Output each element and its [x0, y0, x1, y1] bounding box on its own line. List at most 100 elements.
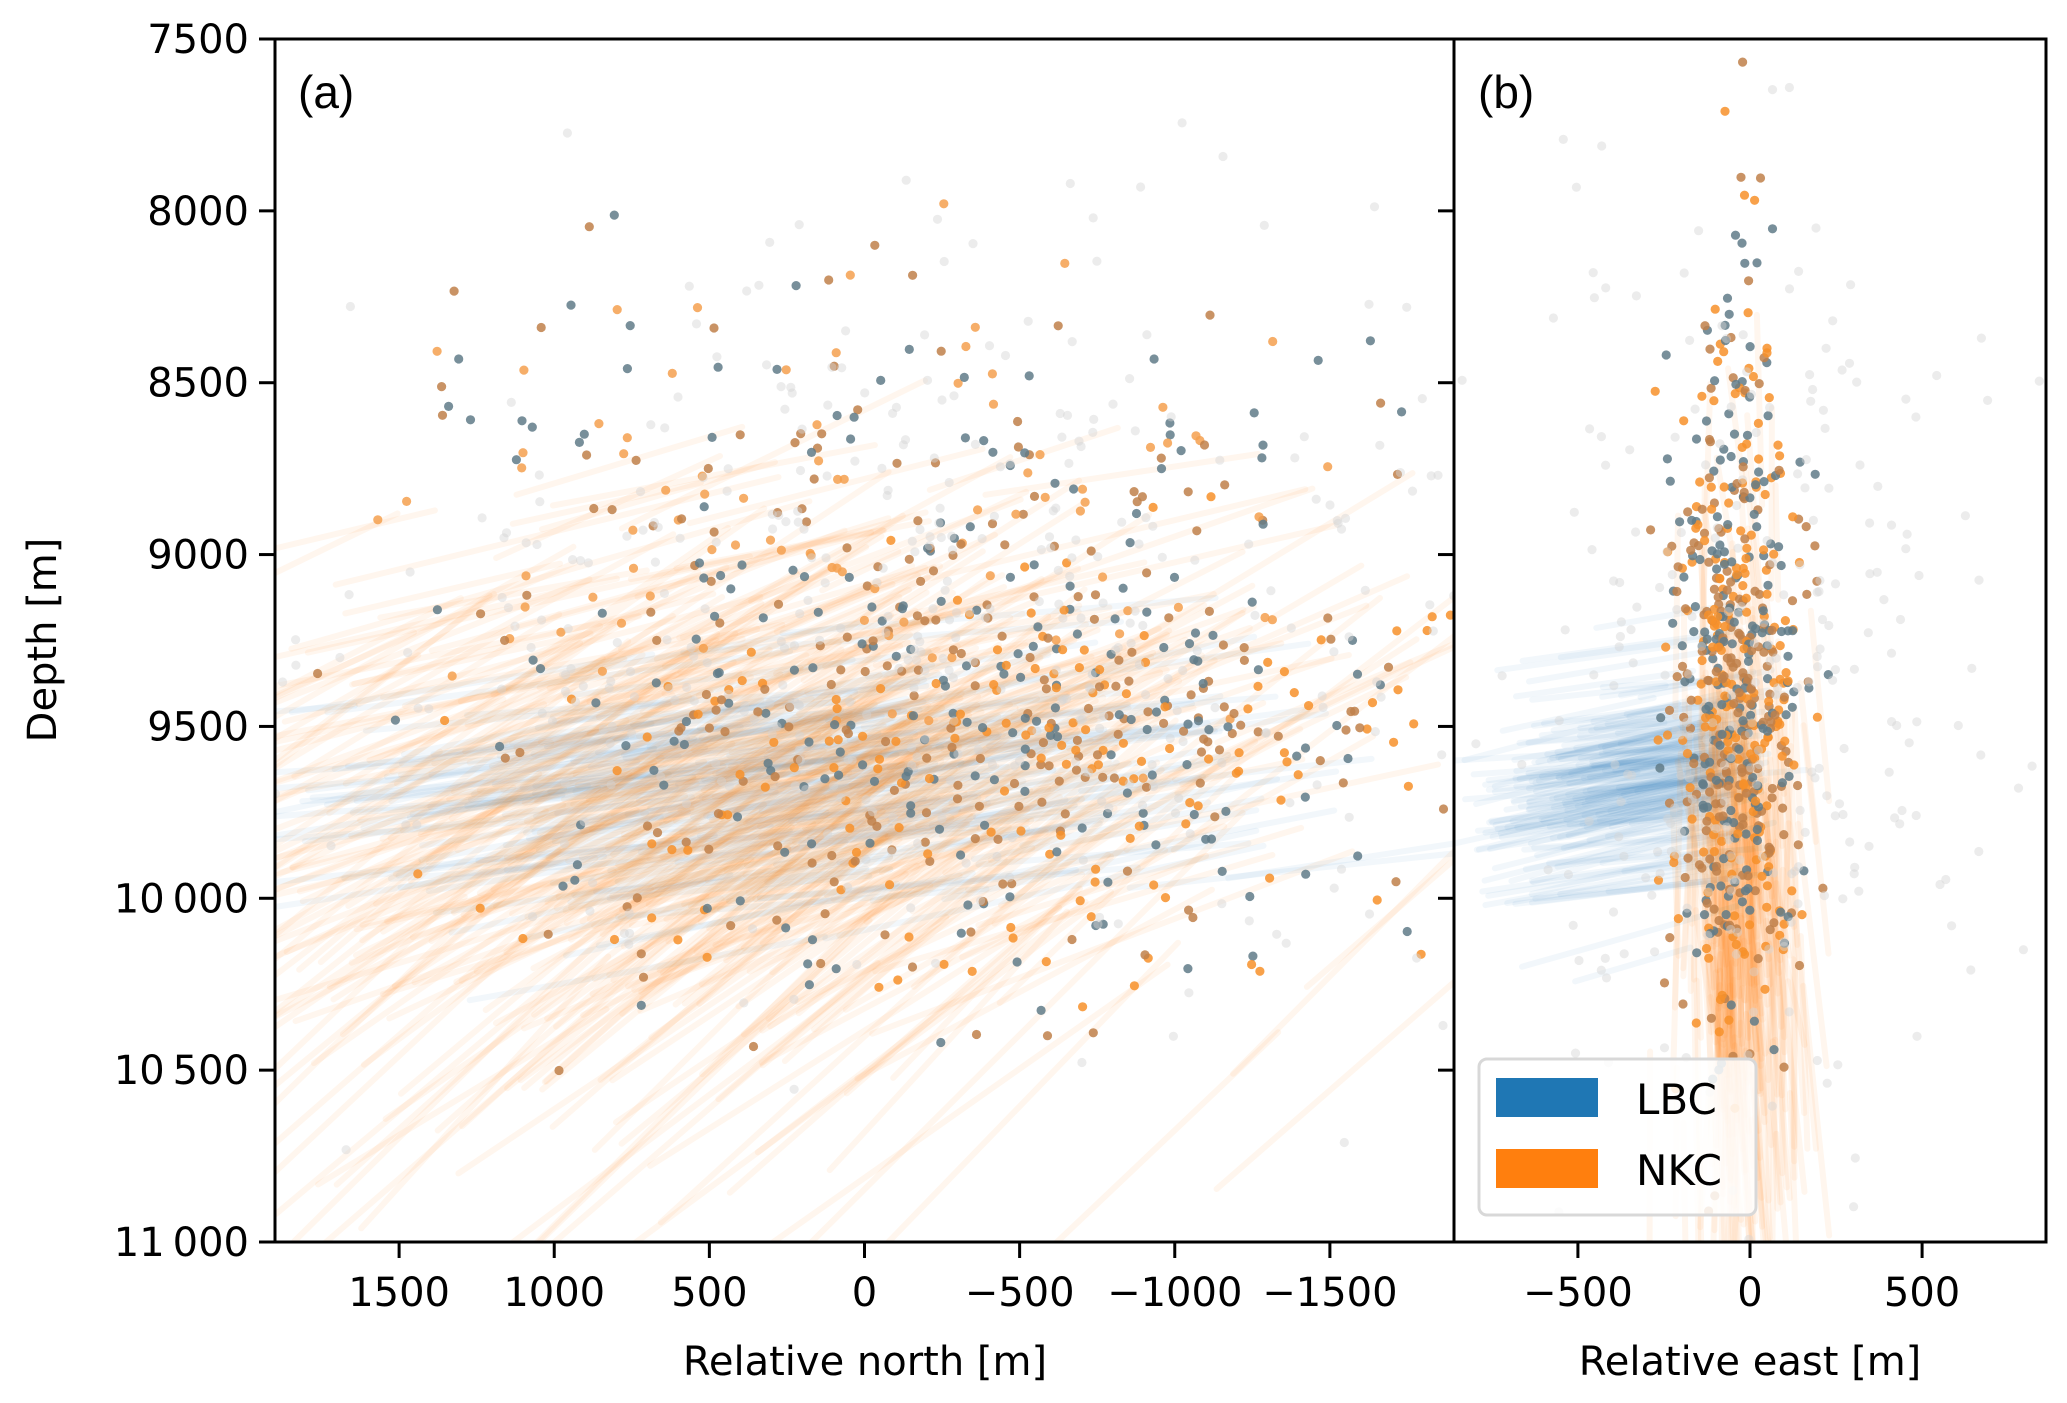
event-point [1383, 662, 1394, 672]
event-point [1195, 778, 1205, 788]
event-point [1664, 705, 1675, 716]
event-point [1762, 902, 1772, 912]
event-point [1121, 689, 1131, 699]
event-point [720, 727, 730, 737]
unassigned-event-point [772, 722, 782, 732]
event-point [730, 540, 741, 550]
event-point [1149, 354, 1159, 364]
trajectory-line-lbc [275, 744, 709, 776]
event-point [1705, 437, 1715, 447]
trajectory-line-nkc [431, 613, 676, 767]
trajectory-line-nkc [1721, 822, 1733, 1078]
event-point [1713, 592, 1723, 602]
event-point [820, 909, 830, 919]
unassigned-event-point [815, 635, 825, 645]
event-point [799, 782, 809, 792]
trajectory-line-lbc [1002, 775, 1281, 841]
unassigned-event-point [1290, 453, 1300, 463]
trajectory-line-nkc [289, 771, 633, 871]
trajectory-line-nkc [610, 804, 810, 983]
event-point [799, 572, 810, 582]
trajectory-line-nkc [965, 823, 1228, 893]
trajectory-line-lbc [466, 933, 828, 1004]
unassigned-event-point [1726, 690, 1737, 700]
trajectory-line-lbc [400, 695, 695, 758]
trajectory-line-nkc [1772, 770, 1788, 1041]
event-point [1148, 502, 1158, 512]
legend-label-nkc: NKC [1636, 1146, 1722, 1195]
unassigned-event-point [1735, 855, 1745, 865]
trajectory-line-nkc [728, 644, 1127, 756]
event-point [809, 474, 819, 484]
trajectory-line-lbc [844, 693, 1279, 734]
trajectory-line-lbc [696, 689, 1127, 732]
event-point [1720, 621, 1730, 632]
trajectory-line-nkc [878, 559, 1148, 624]
unassigned-event-point [646, 420, 656, 430]
unassigned-event-point [987, 760, 998, 770]
event-point [1769, 549, 1779, 559]
trajectory-line-nkc [1717, 739, 1752, 1041]
trajectory-line-lbc [1581, 777, 1700, 807]
unassigned-event-point [566, 664, 576, 674]
event-point [1812, 712, 1822, 722]
unassigned-event-point [681, 799, 692, 809]
event-point [739, 493, 749, 503]
trajectory-line-lbc [567, 853, 894, 906]
event-point [1668, 618, 1678, 628]
unassigned-event-point [765, 698, 775, 709]
unassigned-event-point [794, 700, 804, 710]
event-point [1247, 959, 1257, 970]
trajectory-line-nkc [289, 655, 606, 871]
trajectory-line-lbc [733, 759, 1120, 816]
unassigned-event-point [1807, 767, 1817, 777]
event-point [1045, 849, 1055, 859]
unassigned-event-point [1266, 586, 1276, 596]
event-point [939, 199, 949, 209]
unassigned-event-point [2018, 945, 2028, 955]
trajectory-line-lbc [1526, 769, 1739, 812]
unassigned-event-point [2027, 761, 2037, 771]
event-point [1118, 583, 1128, 593]
trajectory-line-nkc [1763, 917, 1790, 1191]
trajectory-line-lbc [1560, 744, 1687, 781]
event-point [1725, 884, 1735, 895]
trajectory-line-nkc [275, 637, 720, 855]
event-point [710, 611, 720, 621]
unassigned-event-point [907, 536, 917, 546]
trajectory-line-nkc [1734, 834, 1764, 1097]
unassigned-event-point [823, 829, 833, 839]
unassigned-event-point [1034, 596, 1044, 607]
unassigned-event-point [1749, 967, 1759, 977]
event-point [860, 666, 870, 677]
legend-label-lbc: LBC [1636, 1075, 1717, 1124]
unassigned-event-point [691, 319, 702, 329]
event-point [769, 737, 779, 748]
event-point [1147, 770, 1157, 780]
event-point [1438, 804, 1449, 814]
trajectory-line-nkc [493, 453, 723, 561]
event-point [636, 1000, 646, 1011]
event-point [870, 240, 880, 250]
event-point [1192, 526, 1202, 536]
trajectory-line-nkc [291, 885, 654, 1242]
trajectory-line-nkc [281, 593, 764, 725]
event-point [1683, 507, 1693, 517]
unassigned-event-point [1854, 886, 1864, 896]
event-point [693, 709, 703, 719]
event-point [1706, 1013, 1716, 1023]
event-point [1740, 568, 1750, 579]
event-point [857, 639, 867, 649]
event-point [1126, 714, 1136, 725]
trajectory-line-nkc [672, 732, 1006, 1008]
unassigned-event-point [794, 220, 804, 230]
event-point [1129, 774, 1139, 784]
unassigned-event-point [537, 708, 547, 718]
event-point [761, 708, 771, 718]
unassigned-event-point [1329, 647, 1339, 657]
unassigned-event-point [1817, 614, 1828, 625]
trajectory-line-nkc [555, 789, 968, 900]
event-point [1700, 722, 1710, 732]
unassigned-event-point [1318, 702, 1328, 713]
unassigned-event-point [1113, 643, 1123, 653]
